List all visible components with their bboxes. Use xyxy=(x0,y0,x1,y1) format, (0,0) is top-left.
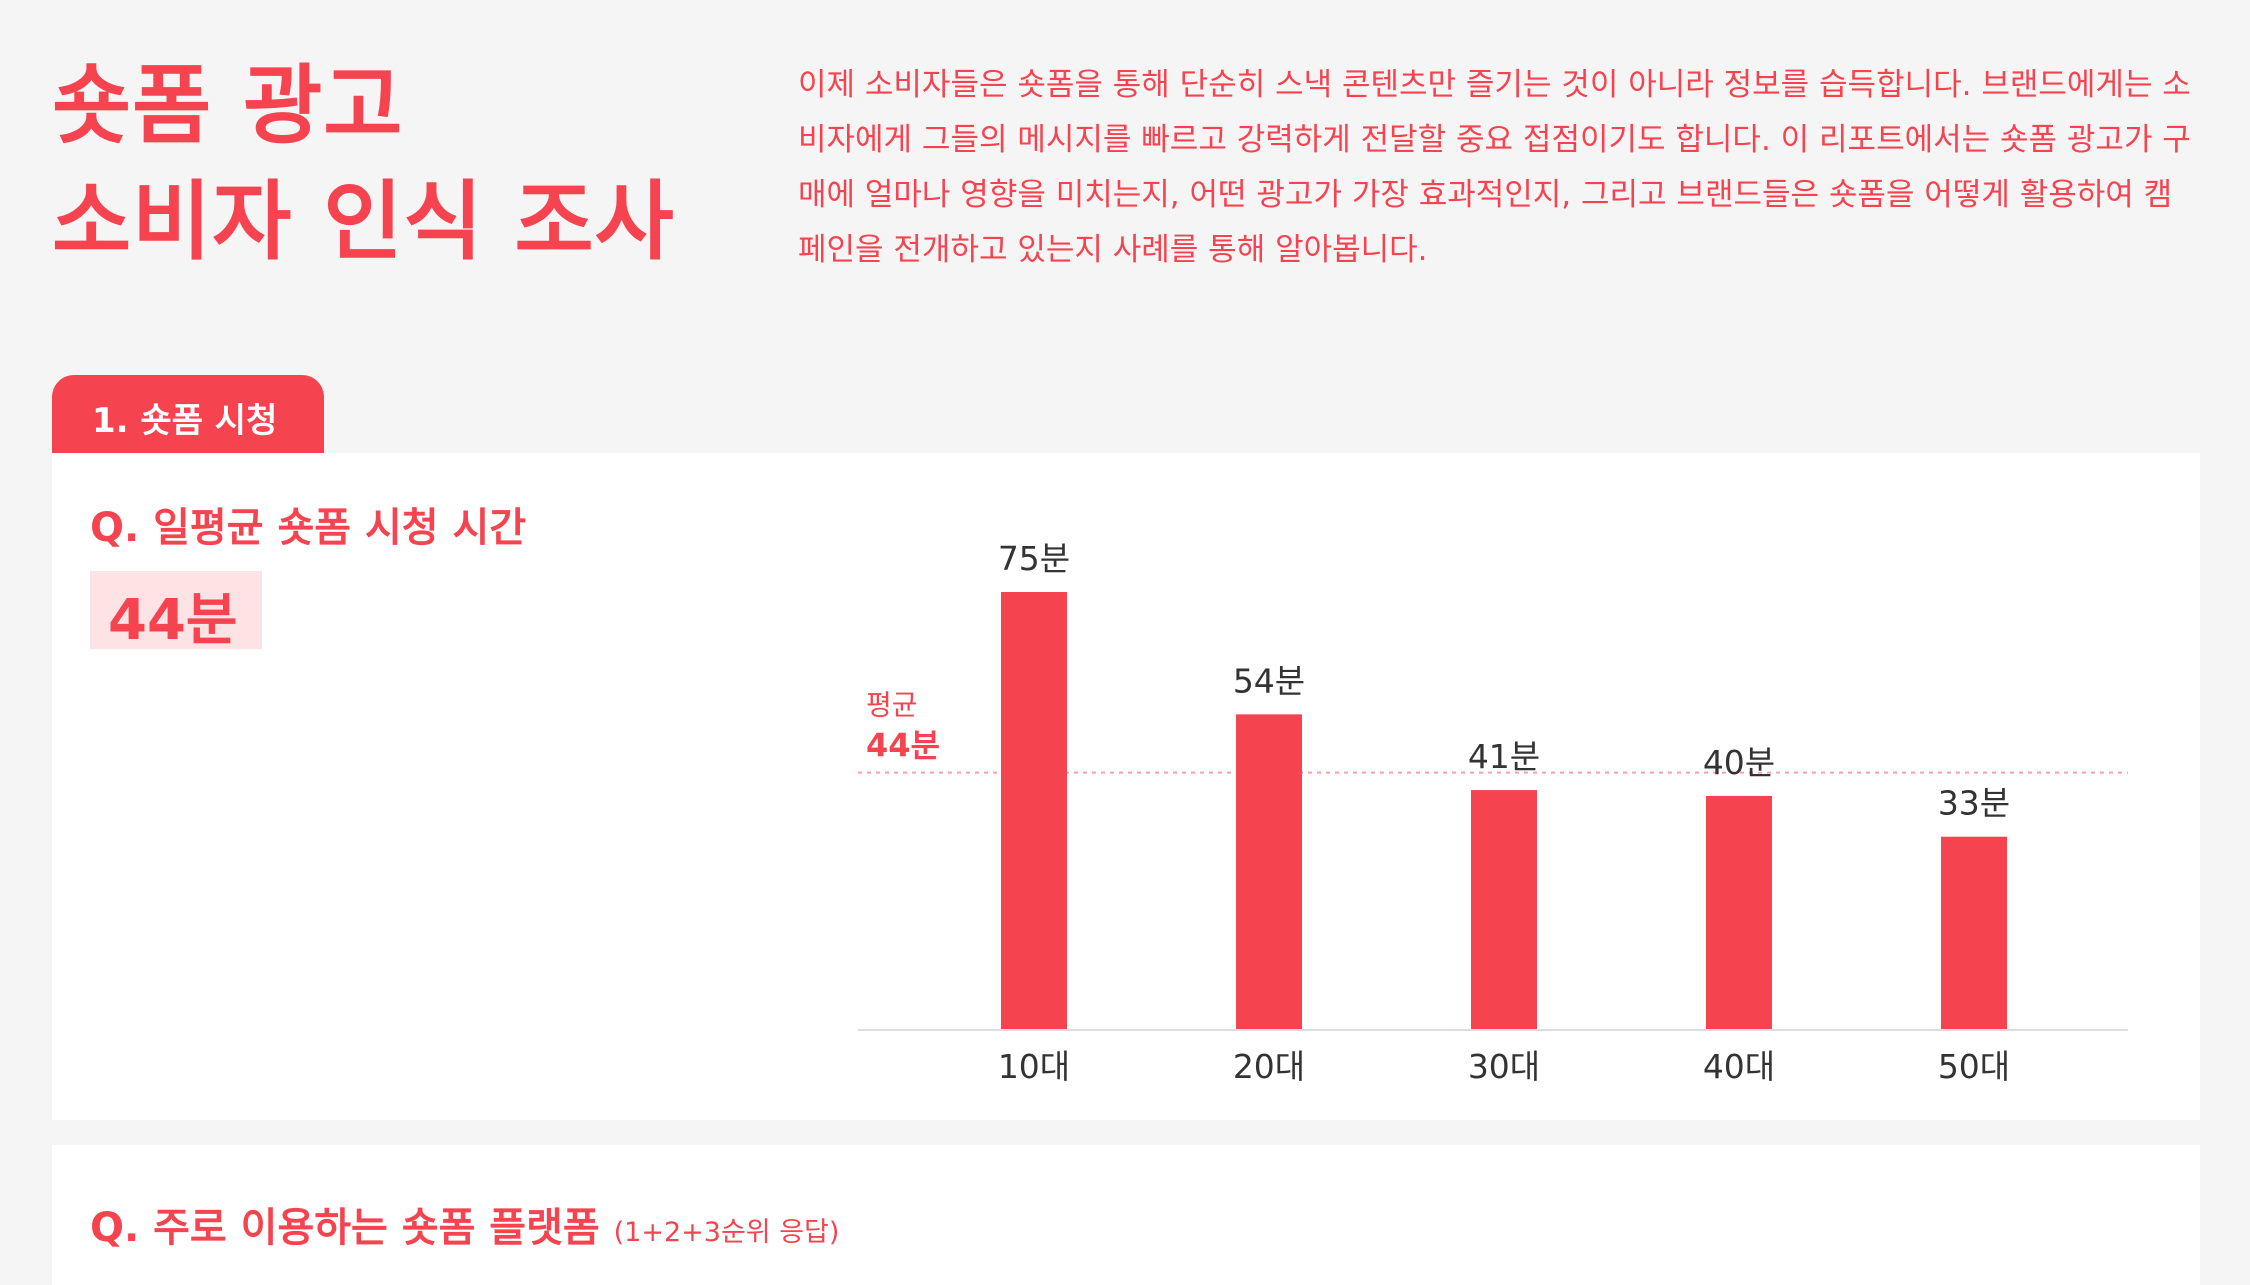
bar-40대 xyxy=(1706,795,1772,1029)
bar-20대 xyxy=(1236,714,1302,1029)
page-title: 숏폼 광고 소비자 인식 조사 xyxy=(52,48,675,280)
bar-10대 xyxy=(1001,592,1067,1029)
bar-chart: 평균 44분 75분 10대 54분 20대 41분 30대 40분 40대 33분 50대 xyxy=(858,539,2128,1086)
x-axis-tick-label: 20대 xyxy=(1233,1047,1305,1086)
chart-panel-viewing-time: Q. 일평균 숏폼 시청 시간 44분 평균 44분 75분 10대 54분 20대 4… xyxy=(52,453,2200,1120)
chart-panel-platforms: Q. 주로 이용하는 숏폼 플랫폼 (1+2+3순위 응답) xyxy=(52,1145,2200,1285)
bar-value-label: 33분 xyxy=(1938,784,2010,823)
x-axis-tick-label: 10대 xyxy=(998,1047,1070,1086)
average-highlight-badge: 44분 xyxy=(90,571,262,653)
intro-paragraph: 이제 소비자들은 숏폼을 통해 단순히 스낵 콘텐츠만 즐기는 것이 아니라 정… xyxy=(798,67,2191,268)
bar-value-label: 75분 xyxy=(998,539,1070,578)
bar-30대 xyxy=(1471,790,1537,1029)
x-axis-tick-label: 30대 xyxy=(1468,1047,1540,1086)
average-label: 평균 xyxy=(866,689,918,722)
bar-value-label: 41분 xyxy=(1468,737,1540,776)
bar-value-label: 54분 xyxy=(1233,661,1305,700)
question-note: (1+2+3순위 응답) xyxy=(613,1217,840,1248)
page-title-line2: 소비자 인식 조사 xyxy=(52,172,675,272)
section-tab: 1. 숏폼 시청 xyxy=(52,375,324,453)
x-axis-tick-label: 40대 xyxy=(1703,1047,1775,1086)
question-title-platforms: Q. 주로 이용하는 숏폼 플랫폼 (1+2+3순위 응답) xyxy=(90,1195,839,1253)
question-title-text: Q. 주로 이용하는 숏폼 플랫폼 xyxy=(90,1205,600,1251)
x-axis-tick-label: 50대 xyxy=(1938,1047,2010,1086)
bar-value-label: 40분 xyxy=(1703,743,1775,782)
page-title-line1: 숏폼 광고 xyxy=(52,56,404,156)
bar-50대 xyxy=(1941,836,2007,1029)
question-title: Q. 일평균 숏폼 시청 시간 xyxy=(90,505,527,551)
average-value-label: 44분 xyxy=(866,727,940,765)
